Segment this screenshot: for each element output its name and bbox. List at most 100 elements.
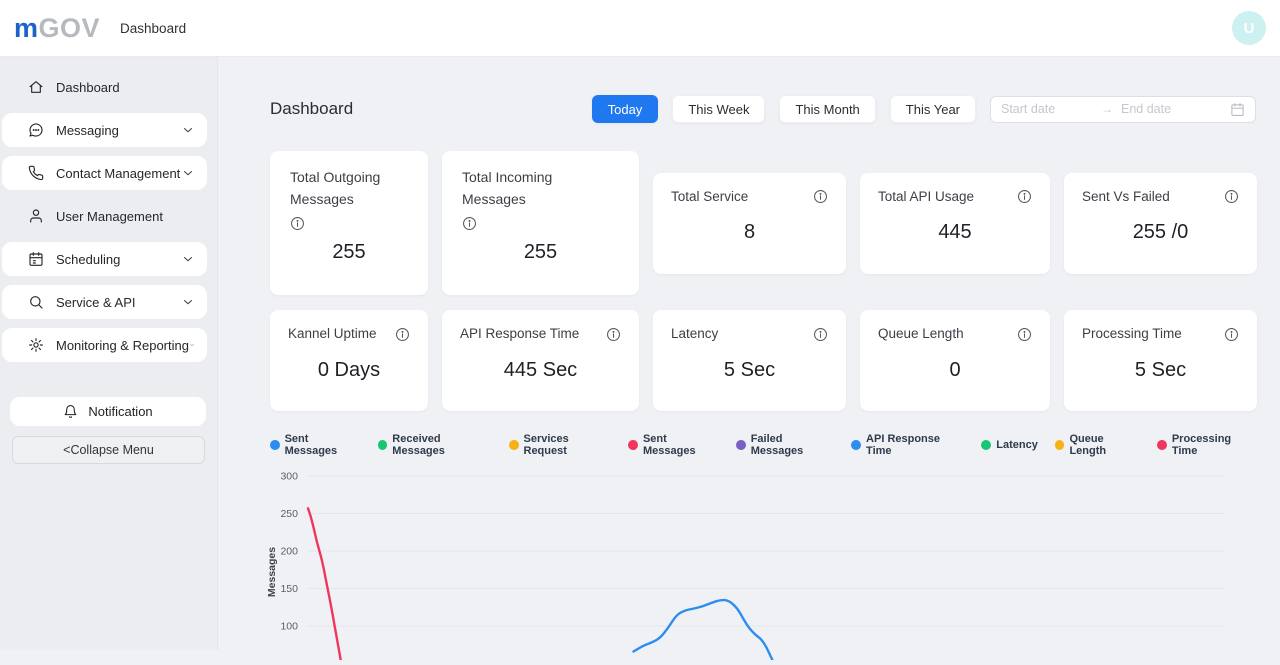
sidebar: Dashboard Messaging Contact Management User… [0,57,218,650]
collapse-menu-button[interactable]: <Collapse Menu [12,436,205,464]
logo-m: m [14,12,39,43]
svg-text:300: 300 [280,471,298,483]
filter-this-week[interactable]: This Week [672,95,766,123]
stat-value: 5 Sec [723,358,776,381]
stat-card-processing-time: Processing Time 5 Sec [1064,310,1257,411]
date-range-picker[interactable]: → [990,95,1256,123]
sidebar-item-label: Contact Management [56,165,181,181]
stat-card-total-outgoing-messages: Total Outgoing Messages 255 [270,151,428,295]
info-icon[interactable] [1017,327,1032,342]
legend-item-processing-time[interactable]: Processing Time [1157,433,1256,457]
legend-dot [1157,440,1167,450]
notification-label: Notification [88,404,153,419]
legend-item-latency[interactable]: Latency [981,433,1038,457]
info-icon[interactable] [1224,327,1239,342]
stat-card-total-service: Total Service 8 [653,172,846,274]
info-icon[interactable] [462,216,477,231]
stat-card-latency: Latency 5 Sec [653,310,846,411]
stat-title: Processing Time [1082,326,1182,341]
stat-value: 255 [332,241,366,264]
sidebar-item-service-api[interactable]: Service & API [2,285,207,319]
title-row: Dashboard Today This Week This Month This Y… [270,95,1256,123]
legend-item-sent-messages[interactable]: Sent Messages [628,433,719,457]
legend-dot [377,440,388,450]
info-icon[interactable] [606,327,621,342]
legend-item-received-messages[interactable]: Received Messages [377,433,492,457]
info-icon[interactable] [395,327,410,342]
legend-label: Failed Messages [750,433,804,457]
legend-dot [851,440,862,450]
svg-text:150: 150 [280,583,298,595]
phone-icon [28,165,44,181]
legend-item-api-response-time[interactable]: API Response Time [851,433,964,457]
sidebar-item-dashboard[interactable]: Dashboard [2,70,207,104]
stat-card-sent-vs-failed: Sent Vs Failed 255 /0 [1064,172,1257,274]
info-icon[interactable] [813,189,828,204]
sidebar-gap [0,371,217,397]
info-icon[interactable] [813,327,828,342]
end-date-input[interactable] [1121,102,1213,116]
chart-legend: Sent Messages Received Messages Services… [270,433,1256,457]
legend-label: Services Request [523,433,569,457]
chat-icon [28,122,44,138]
main-content: Dashboard Today This Week This Month This Y… [218,57,1280,665]
top-bar: mGOV Dashboard U [0,0,1280,57]
legend-label: Processing Time [1171,433,1232,457]
stat-card-total-api-usage: Total API Usage 445 [860,172,1050,274]
stat-title: Latency [671,326,719,341]
sidebar-item-user-management[interactable]: User Management [2,199,207,233]
user-avatar[interactable]: U [1232,11,1266,45]
stat-value: 255 [523,241,558,264]
chevron-down-icon [181,123,195,137]
stat-title: API Response Time [460,326,580,341]
filter-buttons: Today This Week This Month This Year → [591,95,1256,123]
stat-value: 445 Sec [503,358,578,381]
info-icon[interactable] [1017,189,1032,204]
legend-dot [508,440,519,450]
filter-this-year[interactable]: This Year [889,95,976,123]
sidebar-item-messaging[interactable]: Messaging [2,113,207,147]
info-icon[interactable] [290,216,305,231]
stat-cards-row-1: Total Outgoing Messages 255 Total Incomin… [270,151,1257,295]
legend-label: Received Messages [392,433,445,457]
page-title: Dashboard [270,99,354,118]
filter-today[interactable]: Today [591,95,659,123]
calendar-icon[interactable] [1230,102,1245,117]
sidebar-item-label: Dashboard [56,79,120,95]
legend-item-sent-messages[interactable]: Sent Messages [270,433,361,457]
stat-value: 5 Sec [1134,358,1187,381]
range-arrow-icon: → [1101,102,1113,116]
sidebar-items: Dashboard Messaging Contact Management User… [0,70,217,362]
svg-text:250: 250 [280,508,298,520]
stat-value: 0 [949,358,961,381]
stat-value: 445 [938,221,972,244]
app-logo[interactable]: mGOV [14,13,100,44]
stat-title: Kannel Uptime [288,326,377,341]
sidebar-item-contact-management[interactable]: Contact Management [2,156,207,190]
line-chart: 300 250 200 150 100 Messages [266,460,1256,665]
stat-title: Total API Usage [878,188,975,204]
stat-card-total-incoming-messages: Total Incoming Messages 255 [442,151,639,295]
chevron-down-icon [181,166,195,180]
stat-value: 0 Days [317,358,381,381]
sidebar-item-monitoring-reporting[interactable]: Monitoring & Reporting [2,328,207,362]
stat-value: 255 /0 [1132,221,1189,244]
legend-dot [736,440,746,450]
start-date-input[interactable] [1001,102,1093,116]
filter-this-month[interactable]: This Month [779,95,876,123]
stat-title: Total Incoming Messages [462,169,553,207]
calendar-icon [28,251,44,267]
svg-text:200: 200 [280,546,298,558]
legend-item-queue-length[interactable]: Queue Length [1054,433,1140,457]
sidebar-item-scheduling[interactable]: Scheduling [2,242,207,276]
legend-label: Queue Length [1069,433,1107,457]
legend-item-failed-messages[interactable]: Failed Messages [736,433,834,457]
legend-dot [628,440,638,450]
notification-button[interactable]: Notification [10,397,206,426]
stat-card-api-response-time: API Response Time 445 Sec [442,310,639,411]
stat-cards-row-2: Kannel Uptime 0 Days API Response Time 44… [270,310,1257,411]
legend-item-services-request[interactable]: Services Request [508,433,611,457]
legend-label: API Response Time [866,433,941,457]
info-icon[interactable] [1224,189,1239,204]
legend-dot [1054,440,1065,450]
